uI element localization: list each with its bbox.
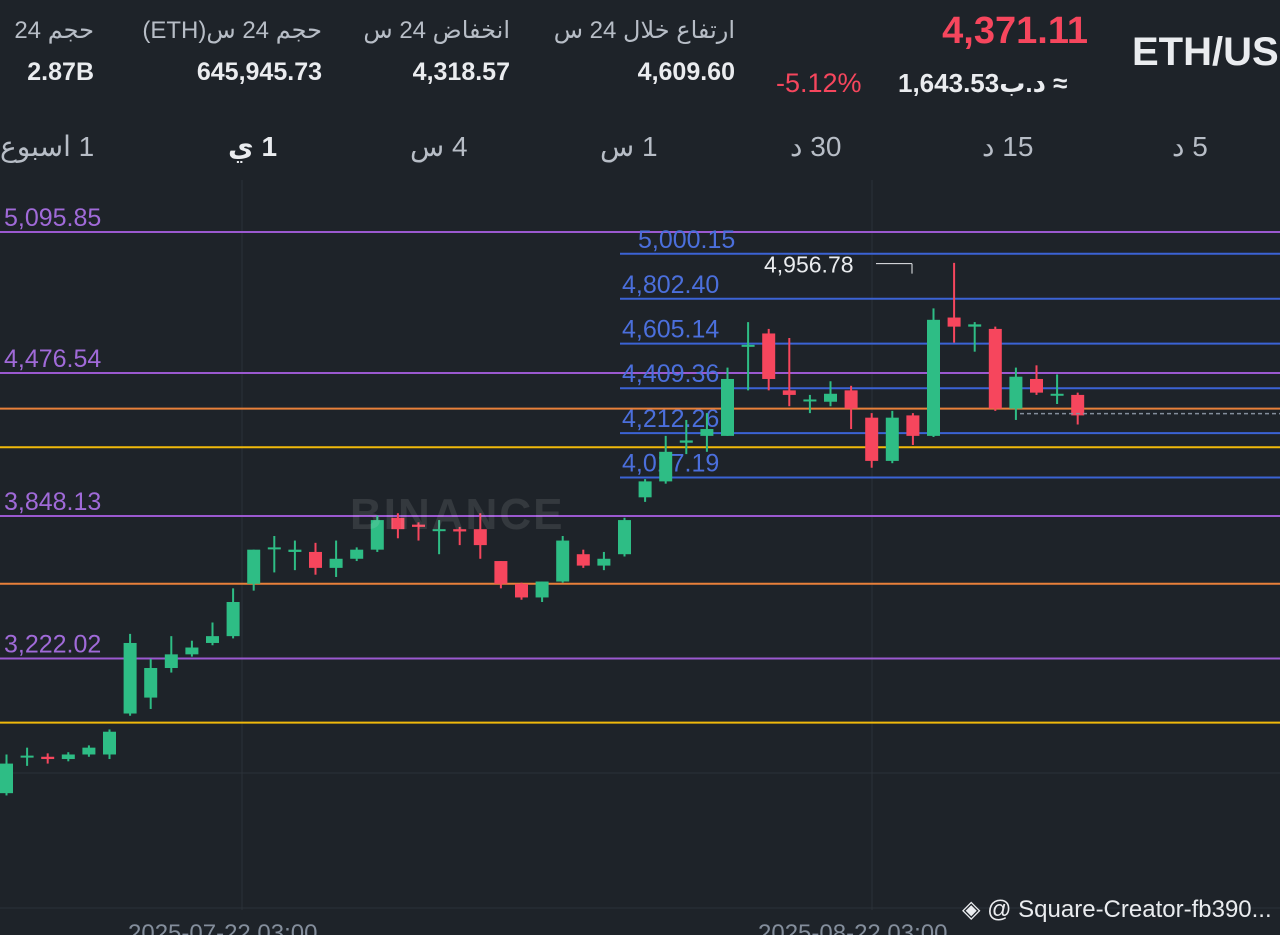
candle-down: [1071, 394, 1085, 416]
candle-up: [1050, 393, 1064, 396]
candle-up: [659, 451, 673, 482]
level-label: 4,409.36: [622, 360, 719, 388]
candle-up: [329, 558, 343, 568]
tab-1w[interactable]: 1 اسبوع: [0, 131, 95, 162]
candle-down: [453, 529, 467, 532]
level-label: 4,476.54: [4, 345, 101, 373]
level-label: 5,000.15: [638, 226, 735, 254]
candle-up: [432, 529, 446, 532]
level-label: 3,848.13: [4, 488, 101, 516]
last-price: 4,371.11: [942, 10, 1088, 52]
candle-up: [370, 520, 384, 550]
stat-high-24h-value: 4,609.60: [637, 58, 735, 86]
candle-up: [927, 319, 940, 436]
candle-down: [494, 561, 508, 584]
stat-volume-eth-value: 645,945.73: [196, 58, 322, 86]
pair-title: ETH/US: [1132, 30, 1279, 74]
level-label: 4,605.14: [622, 316, 719, 344]
candle-down: [865, 417, 879, 461]
candle-down: [41, 756, 55, 760]
candle-up: [597, 558, 611, 566]
candle-up: [968, 324, 982, 327]
tab-5m[interactable]: 5 د: [1172, 131, 1208, 162]
candle-up: [103, 731, 116, 755]
stat-high-24h-label: ارتفاع خلال 24 س: [553, 17, 735, 44]
candle-up: [288, 549, 302, 552]
level-label: 4,802.40: [622, 271, 719, 299]
candle-up: [144, 668, 158, 698]
candle-up: [618, 520, 631, 555]
x-axis-date-2: 2025-08-22 03:00: [758, 920, 948, 935]
candle-up: [556, 540, 570, 582]
candle-down: [576, 554, 590, 566]
candle-up: [267, 547, 281, 550]
candle-up: [885, 417, 899, 461]
level-label: 3,222.02: [4, 630, 101, 658]
tab-30m[interactable]: 30 د: [790, 131, 842, 162]
high-marker-label: 4,956.78: [764, 252, 854, 278]
stat-volume-eth-label: حجم 24 س(ETH): [142, 17, 322, 44]
candle-down: [515, 583, 528, 598]
candle-up: [824, 393, 837, 402]
tab-1d[interactable]: 1 ي: [228, 131, 278, 162]
candle-up: [803, 399, 817, 402]
candle-up: [61, 754, 75, 760]
candle-up: [638, 481, 652, 498]
creator-name: @ Square-Creator-fb390...: [987, 896, 1272, 923]
stat-low-24h-value: 4,318.57: [412, 58, 510, 86]
level-label: 4,212.26: [622, 405, 719, 433]
candle-down: [412, 524, 425, 527]
candle-up: [721, 378, 734, 436]
candle-down: [947, 317, 961, 327]
tab-1h[interactable]: 1 س: [600, 131, 658, 162]
stat-volume-usdt-label: حجم 24: [14, 17, 94, 44]
candle-up: [164, 654, 178, 669]
candle-down: [391, 517, 405, 530]
stat-low-24h-label: انخفاض 24 س: [363, 17, 510, 44]
candle-down: [906, 415, 920, 436]
fiat-approx-price: ≈ د.ب1,643.53: [898, 68, 1068, 98]
candle-down: [473, 529, 487, 546]
candle-up: [1009, 376, 1023, 409]
candle-up: [700, 429, 714, 436]
stat-volume-usdt-value: 2.87B: [27, 58, 94, 86]
candle-up: [82, 747, 96, 755]
binance-logo-icon: ◈: [962, 896, 981, 923]
candle-up: [247, 549, 261, 584]
candle-down: [1030, 378, 1043, 393]
candle-up: [350, 549, 364, 559]
candle-up: [535, 581, 549, 598]
tab-4h[interactable]: 4 س: [410, 131, 468, 162]
candle-down: [844, 390, 858, 409]
x-axis-date-1: 2025-07-22 03:00: [128, 920, 318, 935]
candle-up: [185, 647, 199, 655]
candle-down: [309, 551, 322, 568]
candle-up: [0, 763, 13, 794]
candle-up: [679, 440, 693, 443]
creator-credit: ◈ @ Square-Creator-fb390...: [962, 895, 1272, 924]
level-label: 5,095.85: [4, 204, 101, 232]
candle-up: [20, 755, 34, 758]
candle-down: [988, 328, 1002, 409]
candle-down: [782, 390, 796, 395]
candle-down: [762, 333, 776, 379]
tab-15m[interactable]: 15 د: [982, 131, 1034, 162]
candle-up: [226, 602, 240, 637]
binance-watermark: BINANCE: [350, 490, 565, 539]
candle-up: [741, 344, 755, 347]
change-percent: -5.12%: [776, 68, 862, 98]
candle-up: [206, 636, 219, 643]
candle-up: [123, 642, 137, 714]
